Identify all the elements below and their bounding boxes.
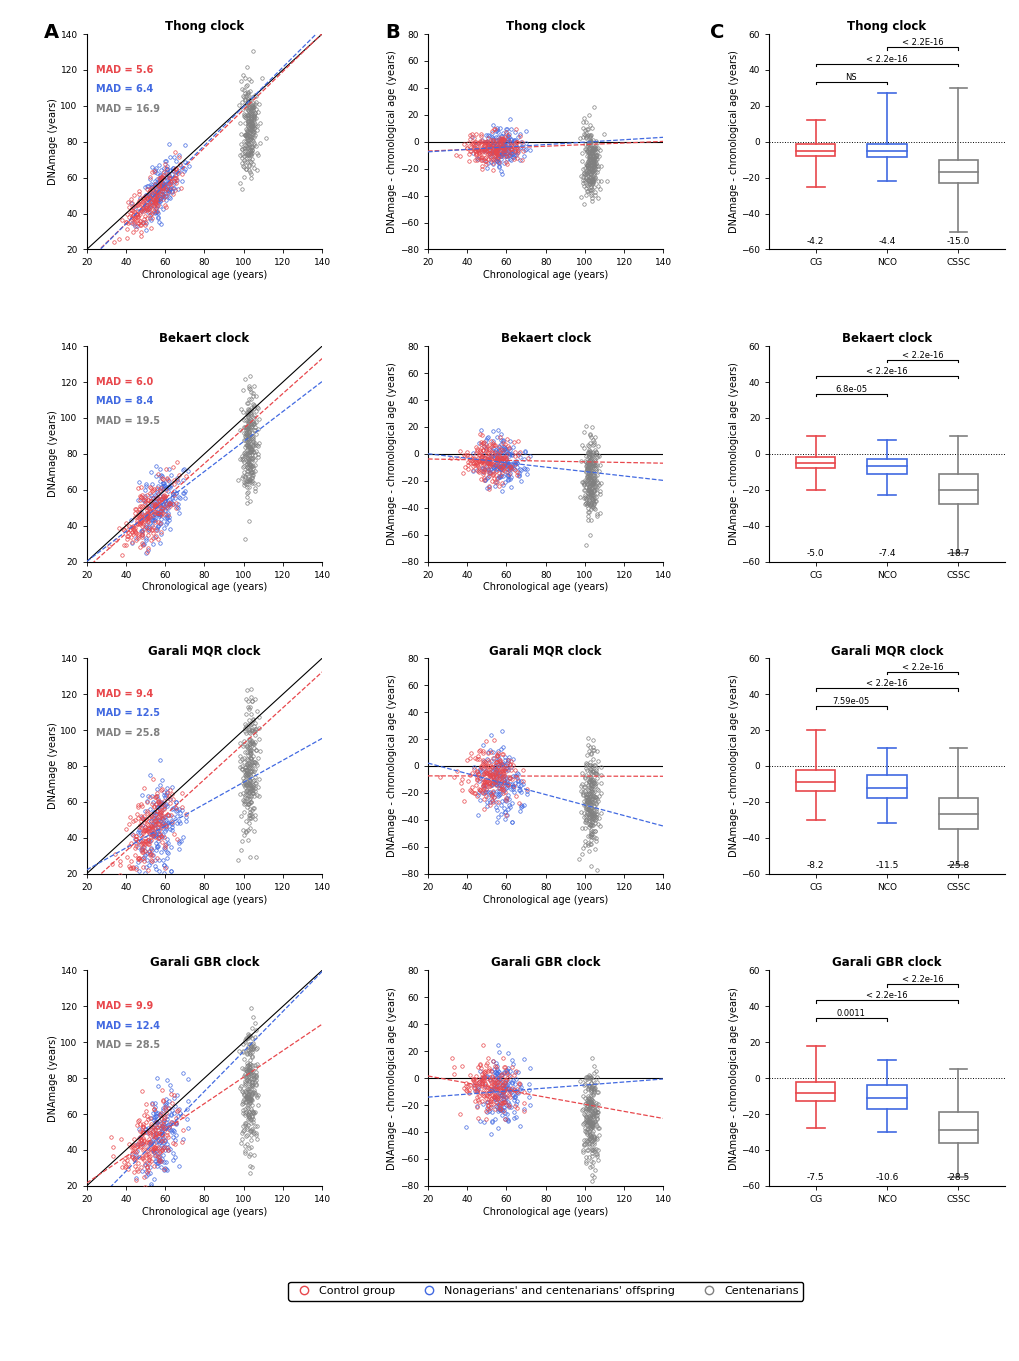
Text: -7.4: -7.4	[877, 548, 895, 558]
Bar	[795, 457, 835, 468]
Text: -18.7: -18.7	[946, 548, 969, 558]
Text: -25.8: -25.8	[946, 862, 969, 870]
Y-axis label: DNAmage - chronological age (years): DNAmage - chronological age (years)	[387, 50, 396, 233]
Text: < 2.2e-16: < 2.2e-16	[901, 351, 943, 359]
Text: < 2.2e-16: < 2.2e-16	[901, 663, 943, 672]
Text: -5.0: -5.0	[806, 548, 823, 558]
Title: Thong clock: Thong clock	[505, 20, 585, 33]
Text: MAD = 25.8: MAD = 25.8	[96, 728, 160, 738]
Text: MAD = 28.5: MAD = 28.5	[96, 1040, 160, 1049]
Title: Garali MQR clock: Garali MQR clock	[148, 644, 261, 657]
X-axis label: Chronological age (years): Chronological age (years)	[142, 894, 267, 905]
Text: < 2.2e-16: < 2.2e-16	[865, 991, 907, 1000]
Text: -4.2: -4.2	[806, 237, 823, 246]
Title: Garali GBR clock: Garali GBR clock	[490, 957, 600, 969]
Text: < 2.2e-16: < 2.2e-16	[865, 366, 907, 376]
Text: MAD = 12.4: MAD = 12.4	[96, 1021, 160, 1030]
Title: Bekaert clock: Bekaert clock	[841, 332, 931, 344]
Bar	[866, 143, 906, 157]
Text: 7.59e-05: 7.59e-05	[832, 697, 869, 706]
Bar	[937, 474, 977, 504]
Y-axis label: DNAmage - chronological age (years): DNAmage - chronological age (years)	[387, 987, 396, 1169]
Bar	[866, 774, 906, 799]
Bar	[866, 459, 906, 474]
Bar	[937, 799, 977, 829]
Text: MAD = 5.6: MAD = 5.6	[96, 65, 153, 75]
Text: -4.4: -4.4	[877, 237, 895, 246]
Y-axis label: DNAmage - chronological age (years): DNAmage - chronological age (years)	[728, 987, 738, 1169]
Bar	[937, 1112, 977, 1143]
Title: Garali GBR clock: Garali GBR clock	[832, 957, 941, 969]
X-axis label: Chronological age (years): Chronological age (years)	[142, 583, 267, 592]
X-axis label: Chronological age (years): Chronological age (years)	[142, 271, 267, 280]
Y-axis label: DNAmage - chronological age (years): DNAmage - chronological age (years)	[728, 50, 738, 233]
Text: MAD = 9.4: MAD = 9.4	[96, 689, 153, 700]
Text: < 2.2E-16: < 2.2E-16	[901, 38, 943, 48]
Text: MAD = 9.9: MAD = 9.9	[96, 1002, 153, 1011]
X-axis label: Chronological age (years): Chronological age (years)	[483, 894, 607, 905]
Title: Thong clock: Thong clock	[165, 20, 244, 33]
Text: MAD = 16.9: MAD = 16.9	[96, 103, 160, 113]
X-axis label: Chronological age (years): Chronological age (years)	[483, 1207, 607, 1217]
Text: -28.5: -28.5	[946, 1173, 969, 1183]
Text: -10.6: -10.6	[874, 1173, 898, 1183]
Text: MAD = 8.4: MAD = 8.4	[96, 396, 153, 407]
Text: NS: NS	[845, 72, 856, 82]
Text: MAD = 6.4: MAD = 6.4	[96, 84, 153, 94]
Text: < 2.2e-16: < 2.2e-16	[865, 54, 907, 64]
X-axis label: Chronological age (years): Chronological age (years)	[142, 1207, 267, 1217]
Title: Bekaert clock: Bekaert clock	[500, 332, 590, 344]
Bar	[866, 1085, 906, 1109]
X-axis label: Chronological age (years): Chronological age (years)	[483, 583, 607, 592]
Text: A: A	[44, 23, 59, 42]
Title: Garali MQR clock: Garali MQR clock	[829, 644, 943, 657]
Title: Garali GBR clock: Garali GBR clock	[150, 957, 259, 969]
Y-axis label: DNAmage - chronological age (years): DNAmage - chronological age (years)	[387, 675, 396, 857]
Text: MAD = 12.5: MAD = 12.5	[96, 709, 160, 719]
Text: -7.5: -7.5	[806, 1173, 823, 1183]
Y-axis label: DNAmage - chronological age (years): DNAmage - chronological age (years)	[387, 362, 396, 546]
Y-axis label: DNAmage - chronological age (years): DNAmage - chronological age (years)	[728, 675, 738, 857]
X-axis label: Chronological age (years): Chronological age (years)	[483, 271, 607, 280]
Title: Thong clock: Thong clock	[847, 20, 925, 33]
Text: -15.0: -15.0	[946, 237, 969, 246]
Text: < 2.2e-16: < 2.2e-16	[901, 974, 943, 984]
Text: -8.2: -8.2	[806, 862, 823, 870]
Title: Garali MQR clock: Garali MQR clock	[489, 644, 601, 657]
Text: 6.8e-05: 6.8e-05	[835, 385, 866, 393]
Bar	[795, 1082, 835, 1101]
Bar	[795, 144, 835, 157]
Y-axis label: DNAmage (years): DNAmage (years)	[48, 98, 58, 185]
Title: Bekaert clock: Bekaert clock	[159, 332, 250, 344]
Text: 0.0011: 0.0011	[836, 1009, 865, 1018]
Text: MAD = 6.0: MAD = 6.0	[96, 377, 153, 387]
Text: < 2.2e-16: < 2.2e-16	[865, 679, 907, 687]
Text: C: C	[710, 23, 725, 42]
Bar	[937, 159, 977, 182]
Y-axis label: DNAmage (years): DNAmage (years)	[48, 1034, 58, 1121]
Legend: Control group, Nonagerians' and centenarians' offspring, Centenarians: Control group, Nonagerians' and centenar…	[288, 1282, 802, 1301]
Y-axis label: DNAmage - chronological age (years): DNAmage - chronological age (years)	[728, 362, 738, 546]
Text: MAD = 19.5: MAD = 19.5	[96, 415, 160, 426]
Y-axis label: DNAmage (years): DNAmage (years)	[48, 411, 58, 497]
Y-axis label: DNAmage (years): DNAmage (years)	[48, 723, 58, 810]
Text: B: B	[385, 23, 400, 42]
Bar	[795, 769, 835, 791]
Text: -11.5: -11.5	[874, 862, 898, 870]
